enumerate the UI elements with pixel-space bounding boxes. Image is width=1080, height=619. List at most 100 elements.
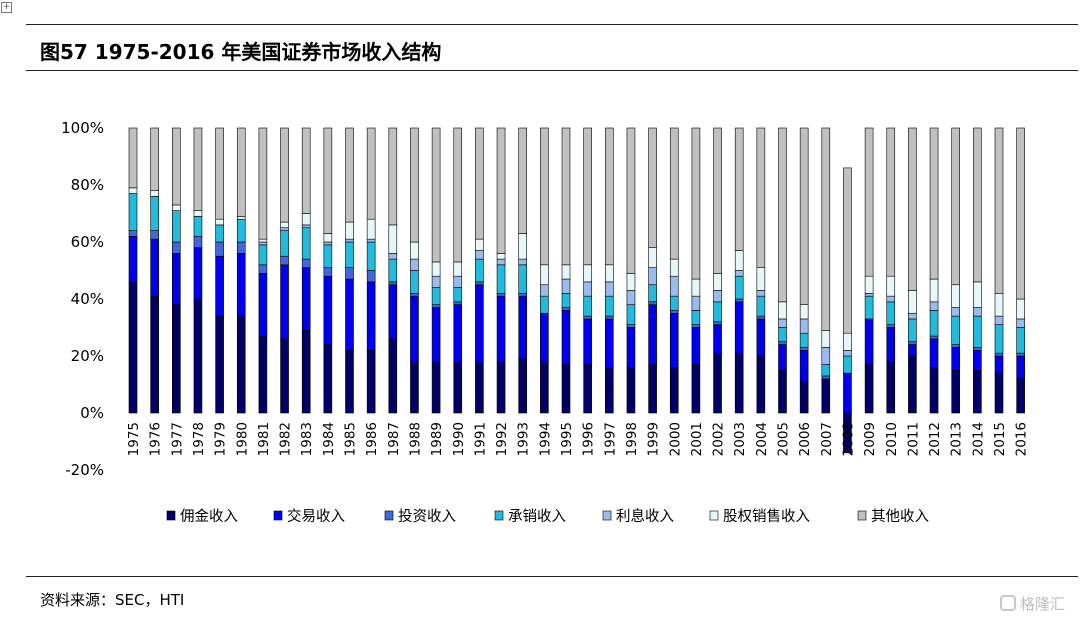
bar-segment: [583, 127, 592, 266]
bar-segment: [128, 236, 138, 283]
bar-segment: [583, 318, 592, 365]
bar-segment: [669, 367, 679, 414]
x-tick-label: 2000: [667, 422, 683, 456]
y-tick-label: 80%: [71, 176, 104, 194]
title-top-rule: [26, 24, 1078, 25]
bar-segment: [648, 301, 657, 306]
bar-segment: [301, 127, 311, 214]
bar-segment: [864, 364, 874, 414]
bar-segment: [561, 364, 571, 414]
bar-segment: [843, 332, 852, 351]
bar-segment: [994, 127, 1004, 294]
bar-segment: [756, 290, 766, 297]
bar-segment: [172, 204, 181, 211]
bar-segment: [799, 349, 809, 382]
bar-segment: [604, 281, 614, 297]
bar-segment: [604, 367, 614, 414]
bar-segment: [236, 241, 246, 254]
x-tick-label: 2014: [970, 422, 986, 456]
bar-segment: [496, 253, 506, 260]
bar-segment: [994, 324, 1004, 354]
bar-segment: [323, 233, 333, 243]
bar-segment: [193, 247, 203, 300]
bar-segment: [431, 127, 441, 263]
bar-segment: [496, 295, 506, 362]
y-tick-label: 40%: [71, 290, 104, 308]
bar-segment: [475, 127, 484, 240]
bar-segment: [215, 224, 224, 243]
bar-segment: [778, 301, 787, 320]
bar-segment: [323, 275, 333, 345]
x-tick-label: 1995: [559, 422, 575, 456]
bar-segment: [518, 233, 528, 260]
bar-segment: [345, 278, 354, 351]
bar-segment: [691, 127, 701, 280]
bar-segment: [756, 267, 766, 291]
x-tick-label: 1983: [299, 422, 315, 456]
bar-segment: [886, 361, 896, 414]
bar-segment: [648, 247, 657, 268]
x-tick-label: 1996: [581, 422, 597, 456]
bar-segment: [388, 338, 398, 414]
bar-segment: [951, 315, 961, 345]
bar-segment: [280, 227, 289, 231]
x-tick-label: 2012: [927, 422, 943, 456]
bar-segment: [734, 298, 744, 303]
bar-segment: [453, 287, 463, 303]
bar-segment: [475, 238, 484, 251]
bar-segment: [410, 295, 419, 362]
bar-segment: [669, 312, 679, 368]
bar-segment: [453, 361, 463, 414]
x-tick-label: 1988: [407, 422, 423, 456]
bar-segment: [843, 355, 852, 374]
bar-segment: [929, 310, 939, 337]
bar-segment: [778, 341, 787, 345]
bar-segment: [215, 127, 224, 220]
bar-segment: [756, 127, 766, 268]
x-tick-label: 2006: [797, 422, 813, 456]
source-note: 资料来源：SEC，HTI: [40, 591, 185, 609]
bar-segment: [756, 315, 766, 320]
x-tick-label: 2008: [840, 422, 856, 456]
bar-segment: [929, 335, 939, 340]
x-tick-label: 2004: [754, 422, 770, 456]
bars-group: [128, 127, 1025, 454]
bar-segment: [583, 264, 592, 283]
bar-segment: [258, 335, 268, 414]
bar-segment: [734, 352, 744, 414]
bar-segment: [713, 301, 722, 323]
bar-segment: [561, 292, 571, 308]
x-tick-label: 1982: [278, 422, 294, 456]
bar-segment: [864, 127, 874, 277]
bar-segment: [193, 127, 203, 211]
bar-segment: [929, 127, 939, 280]
legend-swatch: [384, 510, 394, 521]
bar-segment: [821, 347, 831, 365]
bar-segment: [258, 241, 268, 246]
bar-segment: [821, 364, 831, 377]
bar-segment: [951, 369, 961, 414]
bar-segment: [583, 281, 592, 297]
bar-segment: [193, 236, 203, 249]
x-tick-label: 1994: [537, 422, 553, 456]
title-bottom-rule: [26, 70, 1078, 71]
bar-segment: [994, 372, 1004, 414]
x-tick-label: 1984: [321, 422, 337, 456]
bar-segment: [280, 221, 289, 229]
x-tick-label: 1990: [451, 422, 467, 456]
bar-segment: [150, 295, 159, 414]
bar-segment: [258, 127, 268, 240]
bar-segment: [410, 361, 419, 414]
bar-segment: [518, 292, 528, 297]
bar-segment: [994, 352, 1004, 357]
bar-segment: [431, 304, 441, 308]
bar-segment: [799, 127, 809, 305]
bar-segment: [864, 275, 874, 294]
bar-segment: [929, 301, 939, 311]
x-tick-label: 1997: [602, 422, 618, 456]
y-axis: -20% 0% 20% 40% 60% 80% 100%: [61, 119, 104, 479]
legend-swatch: [166, 510, 176, 521]
bar-segment: [994, 355, 1004, 374]
bar-segment: [431, 307, 441, 362]
legend-label: 承销收入: [508, 508, 566, 525]
